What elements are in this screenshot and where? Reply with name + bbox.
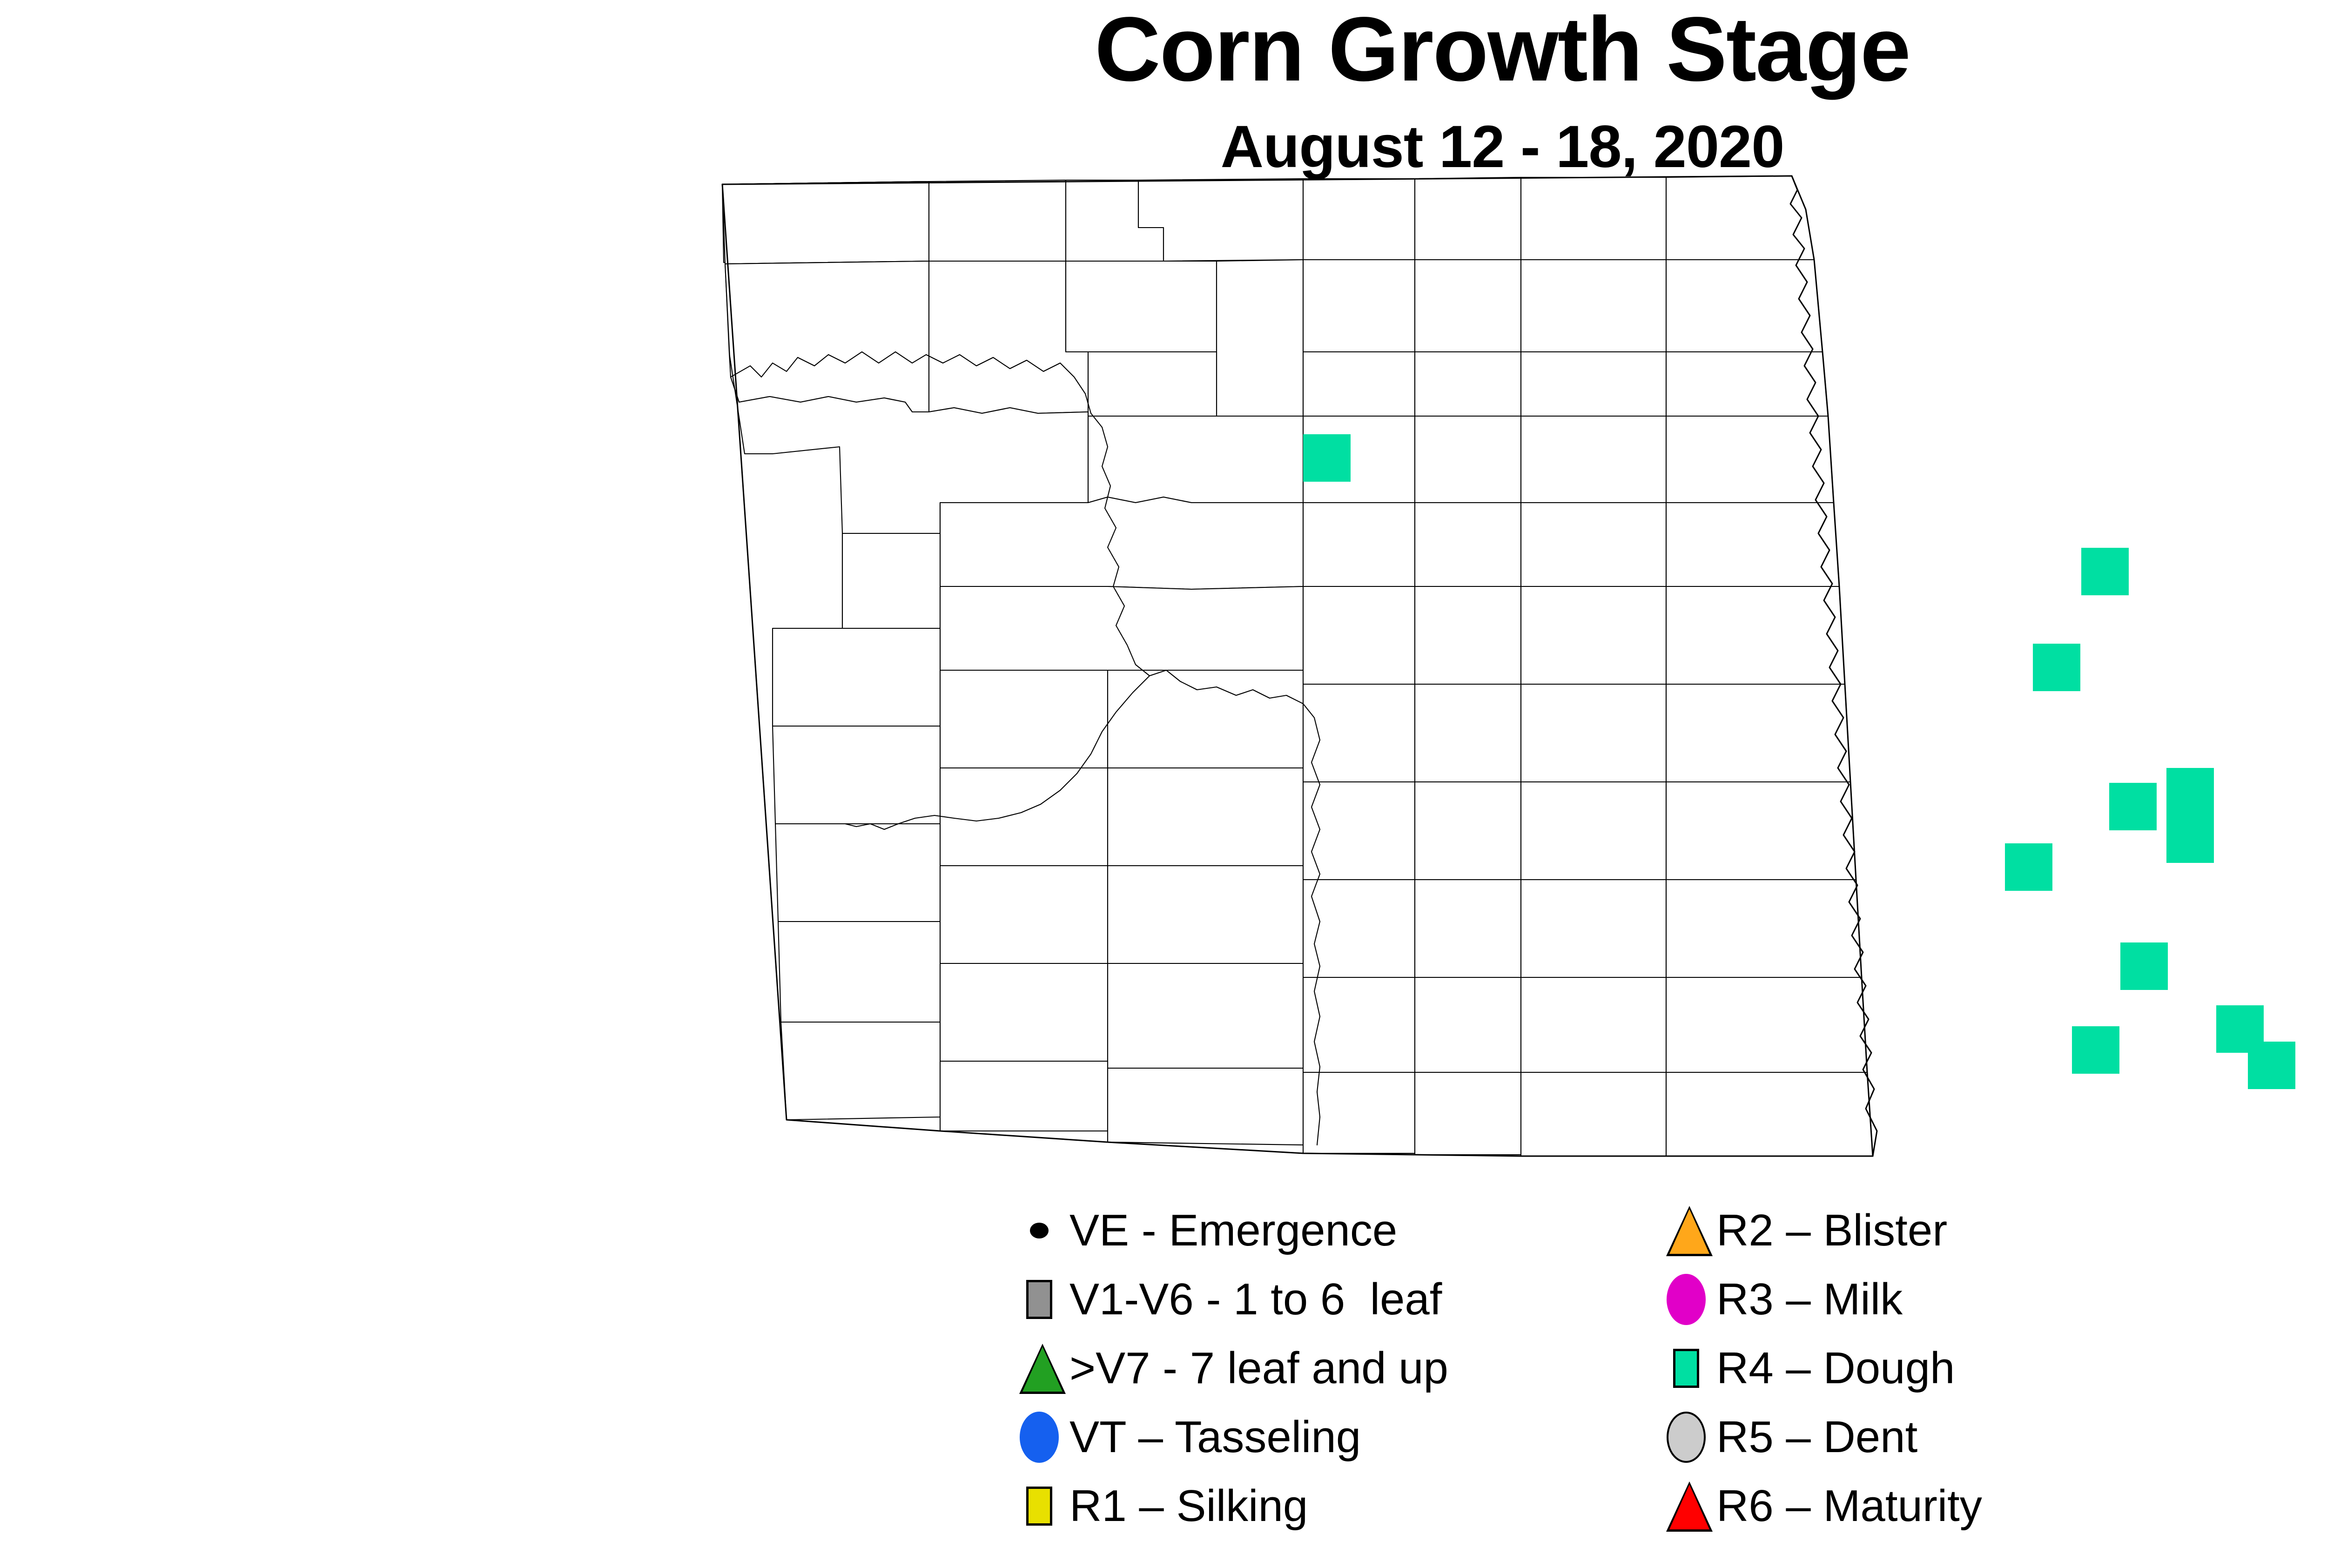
r5-ellipse-icon — [1666, 1409, 1706, 1465]
marker-r4-dough — [2166, 768, 2214, 815]
legend-item-v7[interactable]: >V7 - 7 leaf and up — [1019, 1334, 1694, 1403]
r3-ellipse-icon — [1666, 1272, 1706, 1327]
marker-r4-dough — [2005, 843, 2052, 891]
marker-r4-dough — [2166, 815, 2214, 863]
legend-item-v1v6[interactable]: V1-V6 - 1 to 6 leaf — [1019, 1265, 1694, 1334]
marker-r4-dough — [2248, 1042, 2295, 1089]
legend-label-v7: >V7 - 7 leaf and up — [1069, 1343, 1448, 1393]
legend-item-r5[interactable]: R5 – Dent — [1666, 1403, 2327, 1472]
legend-label-r4: R4 – Dough — [1716, 1343, 1955, 1393]
v1v6-square-icon — [1019, 1272, 1059, 1327]
legend-column-right: R2 – Blister R3 – Milk R4 – Dough R5 – D… — [1666, 1196, 2327, 1541]
county-boundaries — [722, 176, 1873, 1156]
legend-label-r2: R2 – Blister — [1716, 1205, 1948, 1255]
legend-label-r1: R1 – Silking — [1069, 1481, 1308, 1531]
legend-label-r3: R3 – Milk — [1716, 1274, 1903, 1324]
missouri-river-outline — [845, 413, 1320, 1145]
legend-column-left: VE - Emergence V1-V6 - 1 to 6 leaf >V7 -… — [1019, 1196, 1694, 1541]
legend-item-vt[interactable]: VT – Tasseling — [1019, 1403, 1694, 1472]
legend: VE - Emergence V1-V6 - 1 to 6 leaf >V7 -… — [1019, 1196, 2327, 1541]
legend-label-r5: R5 – Dent — [1716, 1412, 1918, 1462]
date-range-subtitle: August 12 - 18, 2020 — [1220, 114, 1785, 180]
legend-item-r2[interactable]: R2 – Blister — [1666, 1196, 2327, 1265]
legend-item-r4[interactable]: R4 – Dough — [1666, 1334, 2327, 1403]
marker-r4-dough — [1303, 434, 1351, 482]
r4-square-icon — [1666, 1340, 1706, 1396]
legend-label-v1v6: V1-V6 - 1 to 6 leaf — [1069, 1274, 1442, 1324]
header: Corn Growth Stage August 12 - 18, 2020 — [0, 0, 2327, 177]
marker-r4-dough — [2081, 548, 2129, 595]
page-title: Corn Growth Stage — [1095, 0, 1911, 100]
red-river-border — [1790, 176, 1877, 1156]
legend-label-vt: VT – Tasseling — [1069, 1412, 1361, 1462]
marker-r4-dough — [2120, 942, 2168, 990]
north-dakota-map — [689, 168, 2327, 1173]
ve-dot-icon — [1019, 1203, 1059, 1258]
legend-label-r6: R6 – Maturity — [1716, 1481, 1982, 1531]
lake-sakakawea-outline — [731, 352, 1091, 413]
legend-item-ve[interactable]: VE - Emergence — [1019, 1196, 1694, 1265]
legend-label-ve: VE - Emergence — [1069, 1205, 1398, 1255]
r1-square-icon — [1019, 1478, 1059, 1534]
vt-ellipse-icon — [1019, 1409, 1059, 1465]
north-dakota-county-svg — [689, 168, 2327, 1173]
legend-item-r3[interactable]: R3 – Milk — [1666, 1265, 2327, 1334]
marker-r4-dough — [2072, 1026, 2119, 1074]
v7-triangle-icon — [1019, 1340, 1066, 1396]
r2-triangle-icon — [1666, 1203, 1713, 1258]
state-outline — [722, 176, 1873, 1156]
marker-r4-dough — [2033, 644, 2080, 691]
r6-triangle-icon — [1666, 1478, 1713, 1534]
marker-r4-dough — [2109, 783, 2157, 830]
legend-item-r1[interactable]: R1 – Silking — [1019, 1472, 1694, 1541]
legend-item-r6[interactable]: R6 – Maturity — [1666, 1472, 2327, 1541]
